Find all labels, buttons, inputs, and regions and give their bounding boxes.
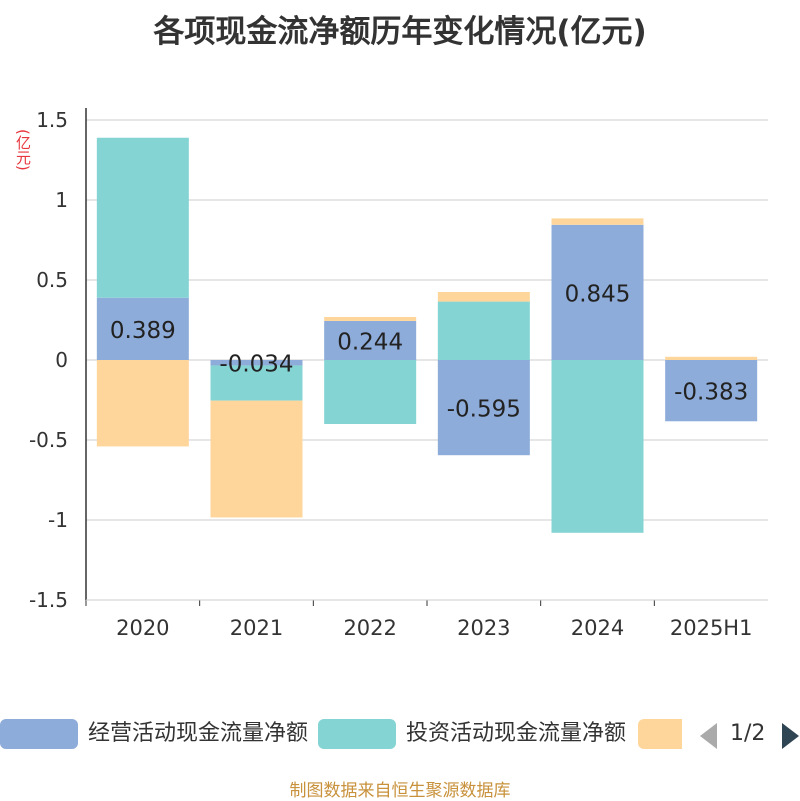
legend-swatch-operating[interactable] bbox=[0, 719, 78, 749]
bar-segment[interactable] bbox=[96, 360, 189, 447]
y-tick-label: 0.5 bbox=[36, 268, 68, 292]
bar-chart: 1.5 1 0.5 0 -0.5 -1 -1.5 2020 2021 2022 2023 2024 20… bbox=[29, 108, 768, 640]
axes: 1.5 1 0.5 0 -0.5 -1 -1.5 2020 2021 2022 2023 2024 20… bbox=[29, 108, 768, 640]
bar-segment[interactable] bbox=[665, 360, 758, 422]
y-tick-label: 1.5 bbox=[36, 108, 68, 132]
bar-segment[interactable] bbox=[324, 316, 417, 321]
data-label: -0.034 bbox=[219, 352, 293, 378]
bar-segment[interactable] bbox=[324, 360, 417, 424]
bar-segment[interactable] bbox=[210, 360, 303, 366]
y-tick-label: -0.5 bbox=[29, 428, 68, 452]
x-tick-label: 2020 bbox=[116, 616, 169, 640]
x-tick-label: 2021 bbox=[230, 616, 283, 640]
x-tick-label: 2022 bbox=[343, 616, 396, 640]
chart-title: 各项现金流净额历年变化情况(亿元) bbox=[153, 14, 647, 50]
data-label: 0.845 bbox=[565, 281, 631, 307]
bar-segment[interactable] bbox=[437, 292, 530, 302]
source-note: 制图数据来自恒生聚源数据库 bbox=[289, 781, 511, 801]
data-label: -0.595 bbox=[447, 397, 521, 423]
y-tick-label: 0 bbox=[55, 348, 68, 372]
legend-label-operating[interactable]: 经营活动现金流量净额 bbox=[88, 721, 309, 746]
bar-segment[interactable] bbox=[551, 224, 644, 360]
y-axis-unit-label: (亿元) bbox=[14, 129, 32, 171]
bar-segment[interactable] bbox=[551, 360, 644, 533]
legend-swatch-financing[interactable] bbox=[638, 719, 682, 749]
legend-swatch-investing[interactable] bbox=[318, 719, 396, 749]
bar-segment[interactable] bbox=[437, 360, 530, 456]
bar-segment[interactable] bbox=[96, 137, 189, 298]
data-labels: 0.389 -0.034 0.244 -0.595 0.845 -0.383 bbox=[110, 281, 748, 422]
bar-segment[interactable] bbox=[210, 365, 303, 401]
x-tick-label: 2024 bbox=[571, 616, 624, 640]
y-tick-label: -1.5 bbox=[29, 588, 68, 612]
data-label: 0.244 bbox=[337, 329, 403, 355]
x-tick-label: 2023 bbox=[457, 616, 510, 640]
x-tick-label: 2025H1 bbox=[670, 616, 753, 640]
data-label: -0.383 bbox=[674, 380, 748, 406]
bar-segment[interactable] bbox=[96, 297, 189, 360]
legend-label-investing[interactable]: 投资活动现金流量净额 bbox=[406, 721, 627, 746]
legend-next-arrow-icon[interactable] bbox=[782, 723, 799, 749]
legend-prev-arrow-icon[interactable] bbox=[700, 723, 717, 749]
bar-segment[interactable] bbox=[665, 356, 758, 360]
bar-segment[interactable] bbox=[324, 320, 417, 360]
bars bbox=[96, 137, 758, 533]
bar-segment[interactable] bbox=[437, 301, 530, 360]
data-label: 0.389 bbox=[110, 318, 176, 344]
legend-page-indicator: 1/2 bbox=[730, 721, 766, 746]
bar-segment[interactable] bbox=[551, 218, 644, 225]
y-tick-label: 1 bbox=[55, 188, 68, 212]
y-tick-label: -1 bbox=[48, 508, 68, 532]
bar-segment[interactable] bbox=[210, 400, 303, 518]
